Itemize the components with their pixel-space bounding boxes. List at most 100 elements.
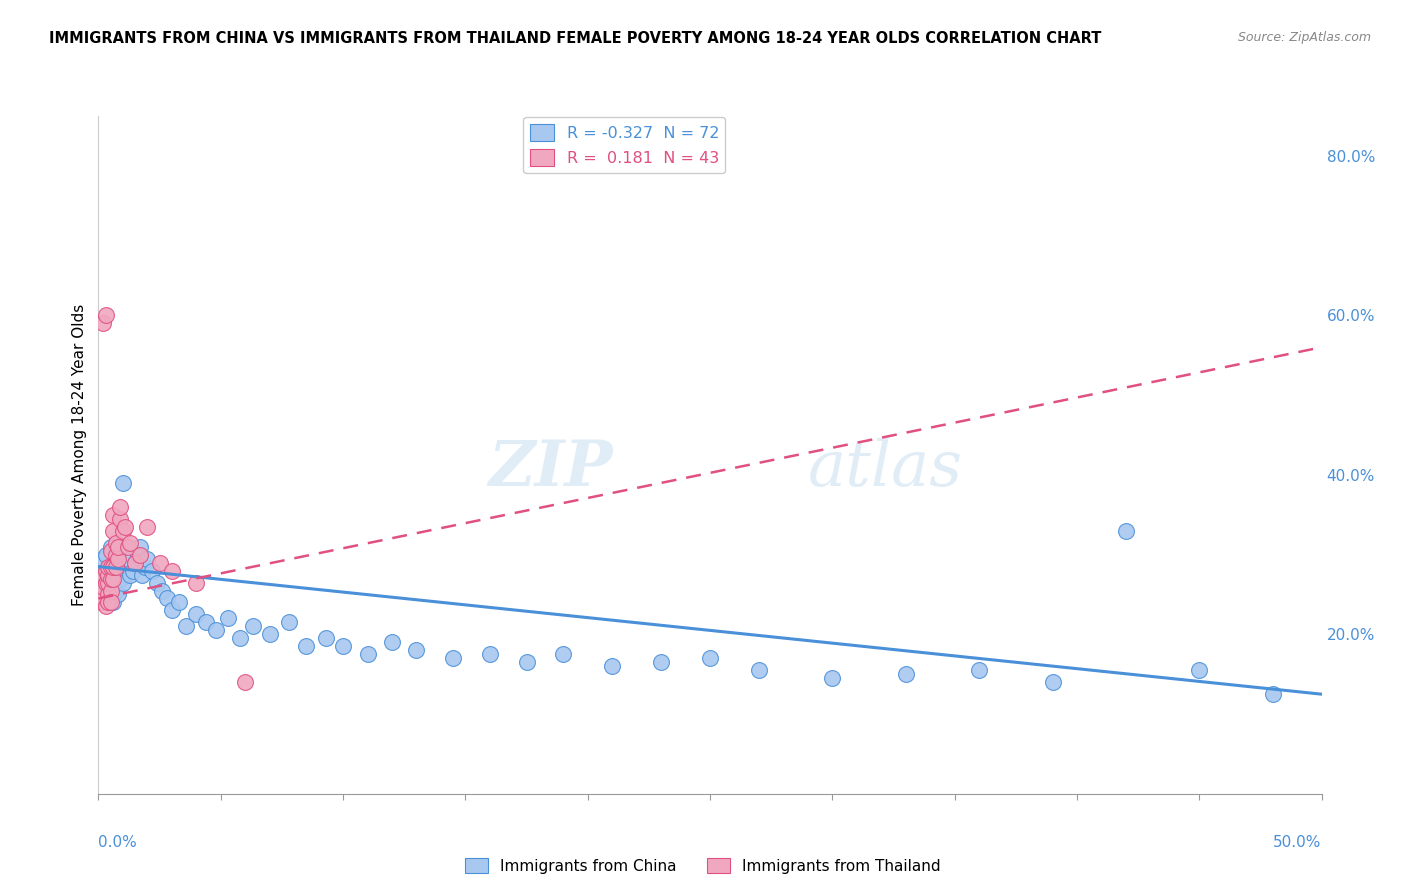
Point — [967, 663, 990, 677]
Point — [186, 607, 208, 622]
Point — [97, 587, 120, 601]
Point — [107, 564, 129, 578]
Point — [110, 512, 132, 526]
Point — [94, 548, 117, 562]
Point — [146, 575, 169, 590]
Point — [91, 551, 114, 566]
Point — [124, 556, 146, 570]
Point — [97, 567, 120, 582]
Point — [97, 575, 120, 590]
Point — [94, 575, 117, 590]
Point — [100, 575, 122, 590]
Point — [101, 559, 124, 574]
Point — [91, 580, 114, 594]
Point — [90, 572, 112, 586]
Point — [90, 583, 112, 598]
Point — [136, 551, 159, 566]
Point — [186, 575, 208, 590]
Point — [120, 535, 142, 549]
Point — [101, 595, 124, 609]
Point — [160, 564, 183, 578]
Point — [553, 648, 575, 662]
Point — [278, 615, 301, 630]
Point — [233, 675, 256, 690]
Point — [94, 564, 117, 578]
Point — [120, 567, 142, 582]
Point — [176, 619, 198, 633]
Point — [117, 540, 139, 554]
Point — [107, 540, 129, 554]
Point — [117, 551, 139, 566]
Point — [100, 559, 122, 574]
Text: atlas: atlas — [808, 438, 963, 500]
Point — [97, 559, 120, 574]
Point — [94, 309, 117, 323]
Point — [110, 500, 132, 514]
Point — [91, 316, 114, 330]
Point — [101, 524, 124, 538]
Text: ZIP: ZIP — [488, 438, 612, 500]
Legend: Immigrants from China, Immigrants from Thailand: Immigrants from China, Immigrants from T… — [458, 852, 948, 880]
Point — [100, 583, 122, 598]
Point — [94, 599, 117, 614]
Point — [259, 627, 281, 641]
Point — [1115, 524, 1137, 538]
Point — [149, 556, 172, 570]
Point — [94, 580, 117, 594]
Point — [97, 591, 120, 606]
Point — [295, 640, 318, 654]
Point — [217, 611, 239, 625]
Point — [315, 632, 337, 646]
Point — [478, 648, 501, 662]
Text: Source: ZipAtlas.com: Source: ZipAtlas.com — [1237, 31, 1371, 45]
Point — [110, 572, 132, 586]
Point — [97, 564, 120, 578]
Point — [650, 655, 672, 669]
Point — [129, 548, 152, 562]
Point — [90, 583, 112, 598]
Point — [101, 572, 124, 586]
Point — [104, 583, 127, 598]
Text: IMMIGRANTS FROM CHINA VS IMMIGRANTS FROM THAILAND FEMALE POVERTY AMONG 18-24 YEA: IMMIGRANTS FROM CHINA VS IMMIGRANTS FROM… — [49, 31, 1101, 46]
Point — [107, 551, 129, 566]
Point — [100, 543, 122, 558]
Point — [127, 548, 149, 562]
Point — [101, 564, 124, 578]
Point — [160, 603, 183, 617]
Point — [100, 559, 122, 574]
Point — [90, 595, 112, 609]
Point — [1261, 687, 1284, 701]
Point — [150, 583, 173, 598]
Point — [1188, 663, 1211, 677]
Point — [356, 648, 378, 662]
Point — [121, 564, 143, 578]
Point — [101, 508, 124, 522]
Point — [332, 640, 354, 654]
Y-axis label: Female Poverty Among 18-24 Year Olds: Female Poverty Among 18-24 Year Olds — [72, 304, 87, 606]
Text: 0.0%: 0.0% — [98, 835, 138, 849]
Point — [104, 548, 127, 562]
Point — [131, 567, 153, 582]
Point — [381, 635, 404, 649]
Point — [104, 559, 127, 574]
Point — [97, 575, 120, 590]
Point — [111, 524, 134, 538]
Point — [894, 667, 917, 681]
Point — [141, 564, 163, 578]
Point — [111, 475, 134, 490]
Point — [1042, 675, 1064, 690]
Point — [821, 671, 844, 685]
Point — [600, 659, 623, 673]
Point — [90, 572, 112, 586]
Point — [97, 595, 120, 609]
Point — [195, 615, 218, 630]
Legend: R = -0.327  N = 72, R =  0.181  N = 43: R = -0.327 N = 72, R = 0.181 N = 43 — [523, 117, 725, 173]
Point — [100, 595, 122, 609]
Point — [114, 519, 136, 533]
Point — [405, 643, 427, 657]
Point — [129, 540, 152, 554]
Point — [134, 559, 156, 574]
Point — [167, 595, 190, 609]
Point — [91, 567, 114, 582]
Point — [94, 564, 117, 578]
